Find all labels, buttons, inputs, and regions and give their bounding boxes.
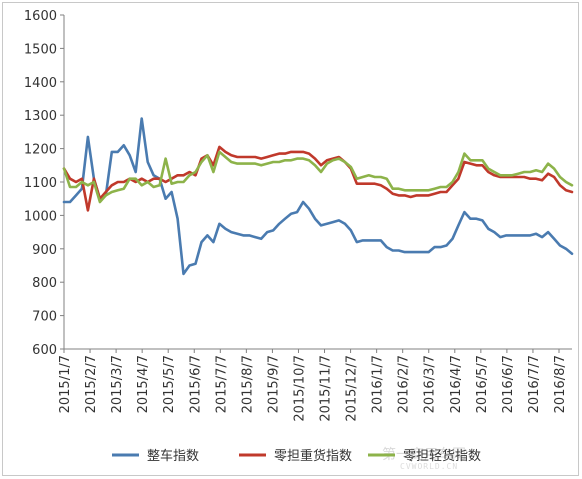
y-tick-label: 1000 xyxy=(24,209,57,224)
series-line xyxy=(62,150,574,204)
series-3 xyxy=(62,150,574,204)
x-tick-label: 2015/8/7 xyxy=(240,355,255,413)
series-2 xyxy=(62,145,574,212)
x-tick-label: 2015/9/7 xyxy=(266,355,281,413)
legend: 整车指数 零担重货指数 零担轻货指数 xyxy=(112,448,481,464)
legend-item: 零担重货指数 xyxy=(239,448,352,464)
x-tick-label: 2015/11/7 xyxy=(319,355,334,422)
y-tick-label: 1100 xyxy=(24,176,57,191)
series-1 xyxy=(62,117,574,276)
x-tick-label: 2016/4/7 xyxy=(449,355,464,413)
legend-label: 零担重货指数 xyxy=(274,448,352,464)
series-layer xyxy=(62,117,574,276)
y-axis-ticks: 600 700 800 900 1000 1100 1200 1300 1400 1500 1600 xyxy=(24,9,64,358)
legend-label: 整车指数 xyxy=(147,448,199,464)
y-tick-label: 900 xyxy=(32,243,57,258)
x-tick-label: 2015/12/7 xyxy=(345,355,360,422)
axes xyxy=(63,15,572,350)
y-tick-label: 1400 xyxy=(24,76,57,91)
watermark-sub: CVWORLD.CN xyxy=(400,462,458,471)
watermark-text: 第一商用车网 xyxy=(382,446,466,463)
series-line xyxy=(62,145,574,212)
x-axis-ticks: 2015/1/7 2015/2/7 2015/3/7 2015/4/7 2015/5/7… xyxy=(58,349,568,422)
x-tick-label: 2016/2/7 xyxy=(397,355,412,413)
x-tick-label: 2015/6/7 xyxy=(188,355,203,413)
y-tick-label: 800 xyxy=(32,276,57,291)
y-tick-label: 700 xyxy=(32,310,57,325)
x-tick-label: 2015/10/7 xyxy=(292,355,307,422)
x-tick-label: 2015/2/7 xyxy=(84,355,99,413)
x-tick-label: 2016/6/7 xyxy=(501,355,516,413)
y-tick-label: 1500 xyxy=(24,42,57,57)
x-tick-label: 2016/3/7 xyxy=(423,355,438,413)
y-tick-label: 600 xyxy=(32,343,57,358)
x-tick-label: 2016/1/7 xyxy=(371,355,386,413)
x-tick-label: 2016/5/7 xyxy=(475,355,490,413)
y-tick-label: 1300 xyxy=(24,109,57,124)
legend-item: 零担轻货指数 xyxy=(368,448,481,464)
legend-item: 整车指数 xyxy=(112,448,199,464)
legend-label: 零担轻货指数 xyxy=(403,448,481,464)
x-tick-label: 2015/4/7 xyxy=(136,355,151,413)
series-line xyxy=(62,117,574,276)
x-tick-label: 2015/1/7 xyxy=(58,355,73,413)
x-tick-label: 2015/7/7 xyxy=(214,355,229,413)
y-tick-label: 1200 xyxy=(24,143,57,158)
x-tick-label: 2016/7/7 xyxy=(527,355,542,413)
y-tick-label: 1600 xyxy=(24,9,57,24)
x-tick-label: 2015/3/7 xyxy=(110,355,125,413)
watermark: 第一商用车网 CVWORLD.CN xyxy=(382,446,466,471)
x-tick-label: 2015/5/7 xyxy=(162,355,177,413)
x-tick-label: 2016/8/7 xyxy=(553,355,568,413)
